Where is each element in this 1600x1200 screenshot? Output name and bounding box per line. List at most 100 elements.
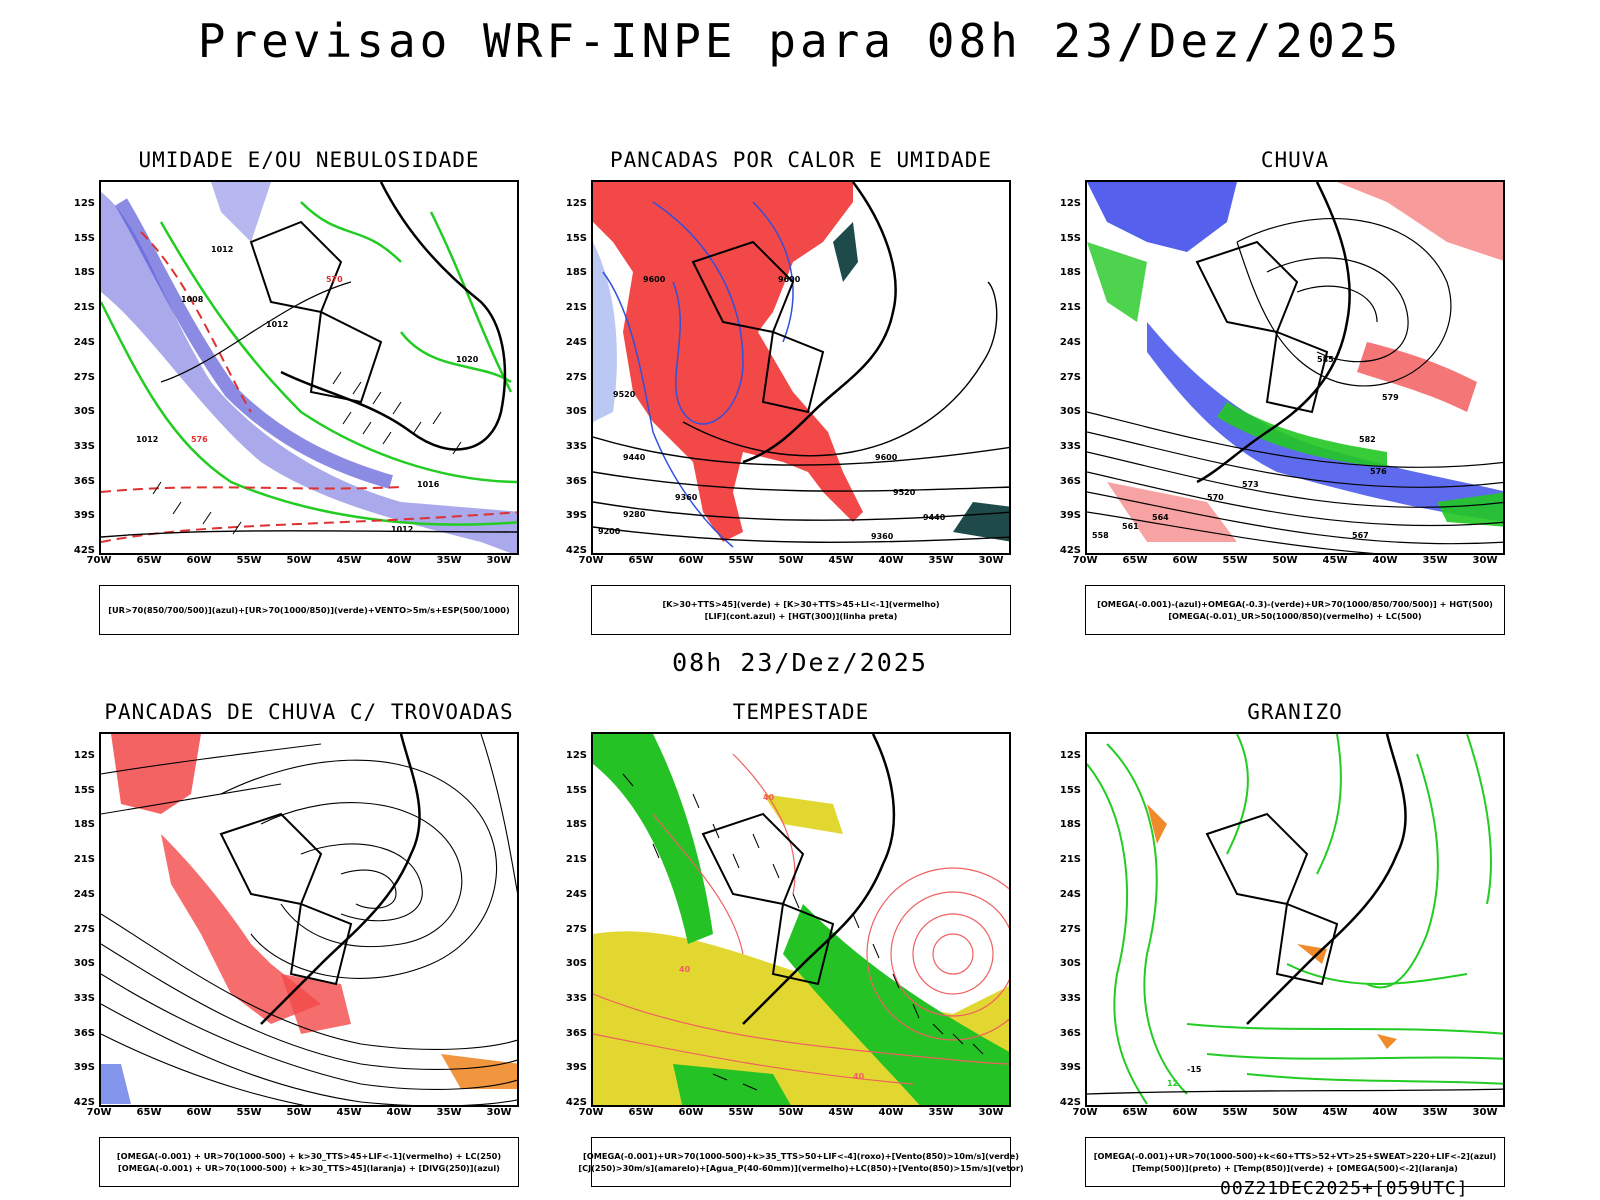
panel-title: PANCADAS DE CHUVA C/ TROVOADAS [104,700,514,724]
lat-label: 24S [1059,336,1081,348]
contour-label: 40 [763,793,775,802]
lon-label: 55W [728,555,754,566]
lat-label: 36S [73,1027,95,1039]
lat-label: 18S [565,819,587,831]
map-pancadas-calor: 9600 9600 9520 9440 9600 9520 9360 9280 … [591,180,1011,555]
lat-label: 24S [565,888,587,900]
map-tempestade: 40 40 40 [591,732,1011,1107]
lat-label: 12S [565,198,587,209]
umidade-map-graphic: 1012 1008 1012 1020 1012 1016 1012 570 5… [101,182,517,553]
lat-label: 42S [73,545,95,556]
lon-label: 70W [578,555,604,566]
contour-label: 585 [1317,355,1334,364]
lat-label: 27S [565,371,587,383]
map-granizo: -15 12 [1085,732,1505,1107]
lon-label: 45W [828,555,854,566]
lon-label: 35W [1422,1107,1448,1118]
contour-label: 564 [1152,513,1169,522]
lat-label: 15S [1059,784,1081,796]
lat-label: 30S [73,406,95,418]
panel-legend: [OMEGA(-0.001)+UR>70(1000-500)+k<60+TTS>… [1085,1137,1505,1187]
lat-label: 12S [73,750,95,761]
lon-label: 70W [86,1107,112,1118]
panel-title: UMIDADE E/OU NEBULOSIDADE [138,148,480,172]
chuva-map-graphic: 585 582 579 576 573 570 567 564 561 558 [1087,182,1503,553]
lon-label: 65W [1122,555,1148,566]
lat-label: 42S [1059,545,1081,556]
contour-label: 1012 [136,435,158,444]
lat-label: 18S [1059,819,1081,831]
panel-tempestade: TEMPESTADE [566,700,1024,1187]
panel-legend: [OMEGA(-0.001) + UR>70(1000-500) + k>30_… [99,1137,519,1187]
lat-label: 30S [565,958,587,970]
contour-label: 576 [1370,467,1387,476]
lon-label: 35W [436,555,462,566]
lat-label: 36S [565,1027,587,1039]
contour-label: 582 [1359,435,1376,444]
lat-label: 18S [73,267,95,279]
lat-label: 24S [73,888,95,900]
contour-label: 558 [1092,531,1109,540]
lon-label: 55W [1222,555,1248,566]
contour-label: 9440 [623,453,646,462]
contour-label: 9600 [875,453,898,462]
lon-label: 65W [136,1107,162,1118]
main-title: Previsao WRF-INPE para 08h 23/Dez/2025 [197,14,1403,68]
contour-label: 561 [1122,522,1139,531]
granizo-map-graphic: -15 12 [1087,734,1503,1105]
panel-legend: [K>30+TTS>45](verde) + [K>30+TTS>45+LI<-… [591,585,1011,635]
lon-label: 30W [486,1107,512,1118]
lat-label: 27S [1059,371,1081,383]
lon-label: 40W [878,1107,904,1118]
contour-label: 1008 [181,295,204,304]
lon-label: 30W [486,555,512,566]
lat-label: 30S [1059,958,1081,970]
contour-label: 9440 [923,513,946,522]
lon-label: 70W [86,555,112,566]
lat-label: 30S [1059,406,1081,418]
contour-label: 1016 [417,480,440,489]
lon-label: 70W [1072,555,1098,566]
lat-label: 18S [1059,267,1081,279]
lat-label: 15S [73,232,95,244]
contour-label: 9600 [778,275,801,284]
lat-label: 15S [565,232,587,244]
lon-label: 45W [1322,1107,1348,1118]
contour-label: 1012 [266,320,288,329]
lon-label: 55W [728,1107,754,1118]
lon-label: 65W [136,555,162,566]
panel-pancadas-calor: PANCADAS POR CALOR E UMIDADE 9600 9600 9… [566,148,1011,635]
legend-line: [OMEGA(-0.001) + UR>70(1000-500) + k>30_… [118,1163,500,1173]
contour-label: 567 [1352,531,1369,540]
lat-label: 15S [565,784,587,796]
legend-line: [OMEGA(-0.001)+UR>70(1000-500)+k<60+TTS>… [1093,1151,1497,1161]
lon-label: 40W [1372,1107,1398,1118]
lon-label: 50W [1272,1107,1298,1118]
lat-label: 39S [73,1062,95,1074]
lat-label: 36S [73,475,95,487]
contour-label: 9280 [623,510,646,519]
contour-label: 12 [1167,1079,1178,1088]
run-info: 00Z21DEC2025+[059UTC] [1220,1178,1469,1199]
contour-label: 9600 [643,275,666,284]
tempestade-map-graphic: 40 40 40 [593,734,1009,1105]
lat-label: 33S [73,992,95,1004]
lat-label: 27S [565,923,587,935]
contour-label: 1020 [456,355,479,364]
lat-label: 12S [1059,198,1081,209]
lon-label: 50W [286,1107,312,1118]
lat-label: 24S [1059,888,1081,900]
contour-label: 9520 [613,390,636,399]
legend-line: [OMEGA(-0.001)-(azul)+OMEGA(-0.3)-(verde… [1097,599,1493,609]
lat-label: 21S [73,854,95,866]
lat-label: 12S [565,750,587,761]
contour-label: 9360 [871,532,894,541]
lon-label: 30W [1472,1107,1498,1118]
lat-label: 27S [1059,923,1081,935]
map-umidade: 1012 1008 1012 1020 1012 1016 1012 570 5… [99,180,519,555]
panel-granizo: GRANIZO -15 12 70W 65W 60W 55W 50W 45W 40W 35 [1060,700,1505,1187]
contour-label: 570 [326,275,343,284]
lon-label: 60W [678,1107,704,1118]
trovoadas-map-graphic [101,734,517,1105]
lat-label: 42S [73,1097,95,1108]
